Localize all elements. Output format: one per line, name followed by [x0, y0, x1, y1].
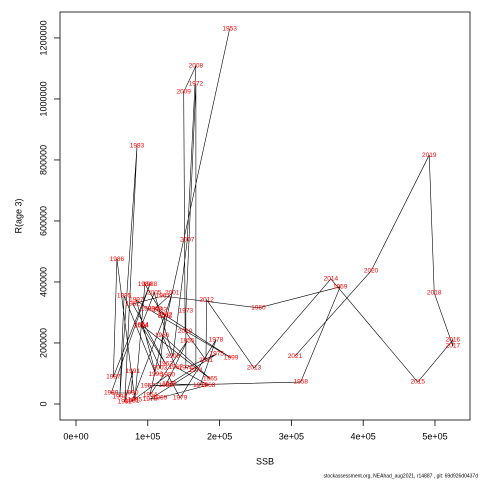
year-label: 1970 — [143, 396, 158, 403]
y-axis-label: R(age 3) — [13, 198, 23, 233]
year-label: 2005 — [147, 290, 162, 297]
year-label: 1993 — [130, 143, 145, 150]
year-label: 1986 — [110, 256, 125, 263]
year-label: 1999 — [224, 355, 239, 362]
year-label: 1997 — [129, 297, 144, 304]
x-tick-label: 4e+05 — [351, 431, 376, 441]
year-label: 1971 — [189, 367, 204, 374]
year-label: 2016 — [446, 337, 461, 344]
year-label: 1985 — [128, 397, 143, 404]
year-label: 1975 — [209, 351, 224, 358]
year-label: 2006 — [166, 353, 181, 360]
year-label: 2007 — [180, 237, 195, 244]
x-tick-label: 2e+05 — [207, 431, 232, 441]
year-label: 1966 — [155, 332, 170, 339]
year-label: 1987 — [106, 374, 121, 381]
y-tick-label: 1000000 — [38, 81, 48, 116]
year-label: 1969 — [153, 395, 168, 402]
year-label: 1974 — [179, 365, 194, 372]
y-tick-label: 0 — [38, 401, 48, 406]
year-label: 1965 — [203, 376, 218, 383]
year-label: 2020 — [364, 268, 379, 275]
year-label: 1981 — [125, 398, 140, 405]
year-label: 1979 — [173, 395, 188, 402]
year-label: 1958 — [293, 379, 308, 386]
y-tick-label: 800000 — [38, 145, 48, 175]
year-label: 2011 — [199, 357, 213, 364]
year-label: 1973 — [179, 308, 194, 315]
year-label: 1956 — [159, 382, 174, 389]
year-label: 1955 — [180, 338, 195, 345]
plot-frame — [59, 11, 471, 421]
year-label: 2012 — [199, 297, 214, 304]
year-label: 1960 — [251, 305, 266, 312]
year-label: 1983 — [153, 307, 168, 314]
year-label: 1996 — [148, 371, 163, 378]
year-label: 1994 — [113, 394, 128, 401]
year-label: 2021 — [288, 353, 303, 360]
x-tick-label: 0e+00 — [63, 431, 88, 441]
x-tick-label: 5e+05 — [422, 431, 447, 441]
year-label: 2003 — [153, 365, 168, 372]
y-tick-label: 600000 — [38, 206, 48, 236]
year-label: 1998 — [141, 306, 156, 313]
year-label: 2014 — [324, 276, 339, 283]
y-tick-label: 1200000 — [38, 20, 48, 55]
year-label: 2019 — [422, 152, 437, 159]
year-label: 2010 — [178, 328, 193, 335]
year-label: 1962 — [125, 301, 140, 308]
year-label: 1990 — [124, 390, 139, 397]
year-label: 1989 — [104, 390, 119, 397]
year-label: 2009 — [176, 89, 191, 96]
year-label: 1980 — [161, 372, 176, 379]
year-label: 1977 — [193, 382, 208, 389]
year-label: 1957 — [141, 383, 156, 390]
year-label: 1976 — [162, 381, 177, 388]
year-label: 2017 — [446, 343, 461, 350]
year-label: 2004 — [134, 323, 149, 330]
year-label: 2001 — [165, 290, 180, 297]
year-label: 1988 — [143, 281, 158, 288]
year-label: 2013 — [247, 365, 262, 372]
x-axis-label: SSB — [256, 456, 274, 466]
year-label: 2015 — [411, 379, 426, 386]
year-label: 1995 — [117, 293, 132, 300]
year-label: 2002 — [158, 313, 173, 320]
year-label: 1954 — [143, 392, 158, 399]
trajectory-line — [110, 28, 454, 402]
year-label: 1963 — [159, 361, 174, 368]
x-tick-label: 3e+05 — [279, 431, 304, 441]
year-label: 2018 — [427, 290, 442, 297]
year-label: 1978 — [209, 337, 224, 344]
year-label: 1961 — [156, 293, 171, 300]
year-label: 2000 — [148, 306, 163, 313]
x-tick-label: 1e+05 — [135, 431, 160, 441]
y-tick-label: 400000 — [38, 267, 48, 297]
year-label: 1982 — [158, 312, 173, 319]
year-label: 1972 — [189, 81, 204, 88]
year-label: 1992 — [118, 399, 133, 406]
year-label: 1984 — [138, 281, 153, 288]
year-label: 1967 — [169, 364, 184, 371]
year-label: 1953 — [222, 25, 237, 32]
year-label: 1959 — [333, 284, 348, 291]
year-label: 2008 — [189, 63, 204, 70]
year-label: 1991 — [125, 368, 140, 375]
footnote: stockassessment.org, NEAhad_aug2021, r14… — [323, 473, 478, 479]
y-tick-label: 200000 — [38, 328, 48, 358]
year-label: 1968 — [201, 382, 216, 389]
year-label: 1964 — [134, 322, 149, 329]
